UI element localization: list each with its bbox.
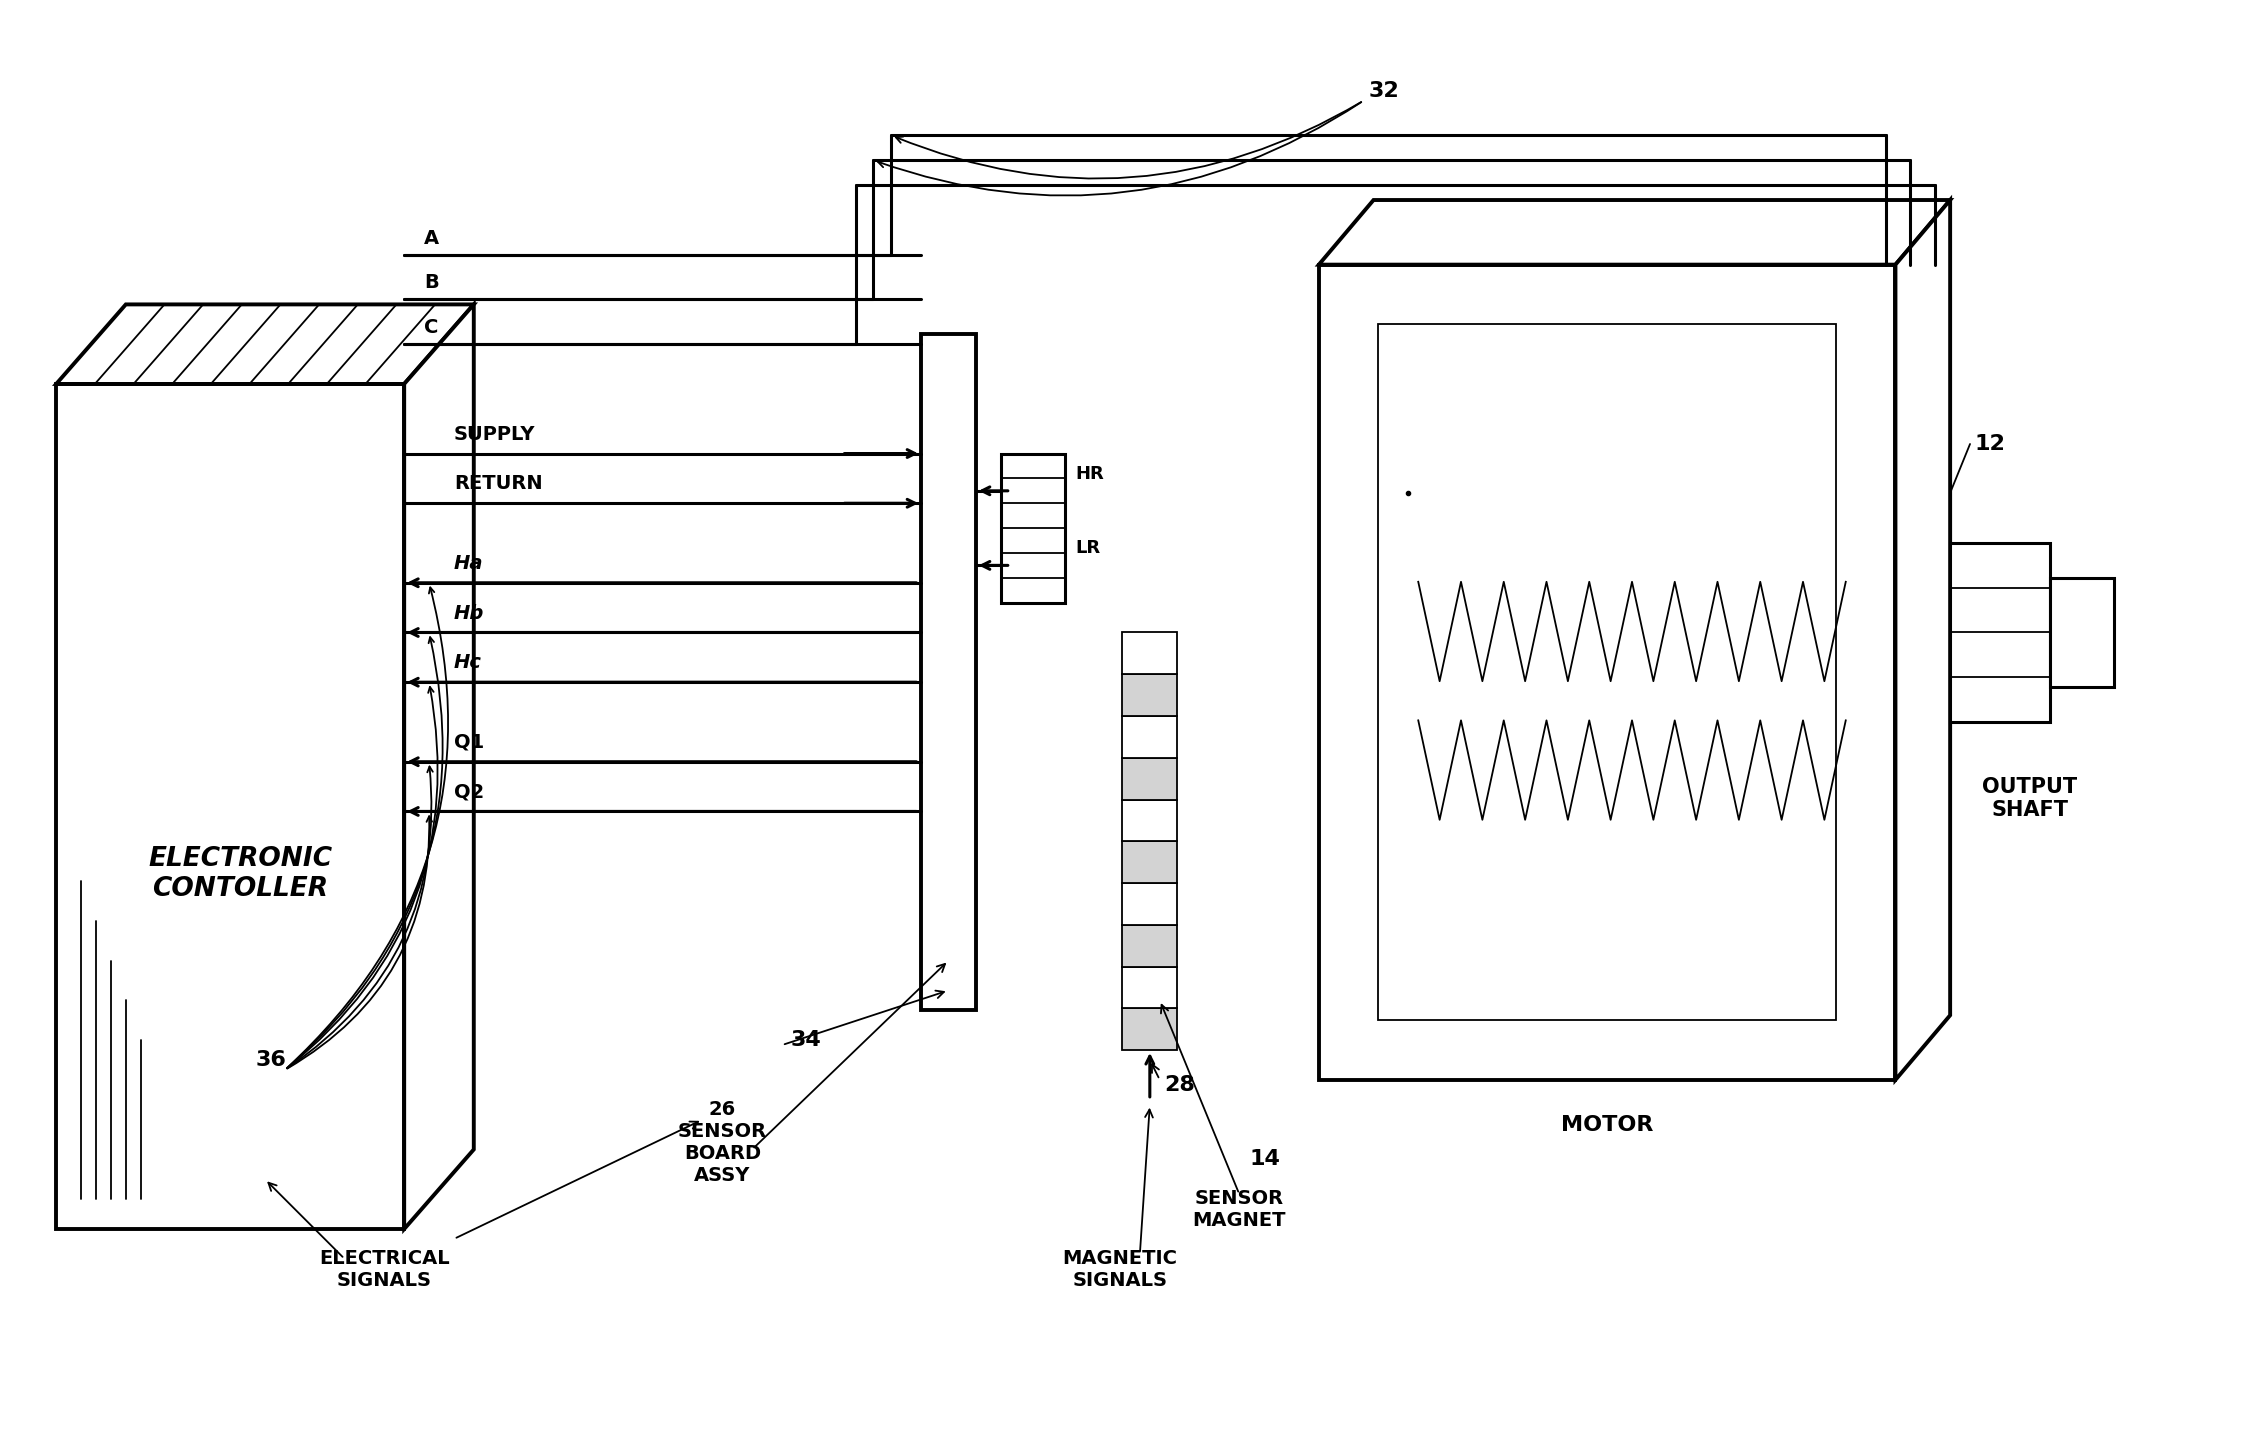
Text: 12: 12 [1974,434,2006,454]
Polygon shape [1320,200,1950,265]
Text: C: C [424,318,439,337]
Bar [1123,674,1177,716]
Text: 28: 28 [1165,1075,1197,1095]
Text: HR: HR [1076,465,1105,483]
Bar [56,384,403,1229]
Text: A: A [424,229,439,248]
Text: LR: LR [1076,540,1100,557]
Bar [2051,577,2113,687]
Bar [1123,716,1177,758]
Bar [1123,758,1177,799]
Text: Ha: Ha [455,554,484,573]
FancyArrowPatch shape [287,766,433,1068]
Bar [921,334,975,1011]
Bar [1320,265,1896,1080]
Text: B: B [424,274,439,292]
FancyArrowPatch shape [287,687,437,1068]
Text: Q2: Q2 [455,782,484,802]
Text: OUTPUT
SHAFT: OUTPUT SHAFT [1981,776,2077,821]
Text: SUPPLY: SUPPLY [455,425,536,444]
Polygon shape [1896,200,1950,1080]
Text: Q1: Q1 [455,733,484,752]
FancyArrowPatch shape [896,102,1360,179]
Polygon shape [403,305,473,1229]
Bar [1123,884,1177,925]
Bar [1123,633,1177,674]
Bar [1123,799,1177,841]
Text: ELECTRICAL
SIGNALS: ELECTRICAL SIGNALS [318,1249,450,1290]
Bar [1123,841,1177,884]
Text: Hb: Hb [455,603,484,623]
Text: 34: 34 [791,1030,822,1050]
Bar [1123,1008,1177,1050]
Bar [1123,967,1177,1008]
Text: 14: 14 [1248,1150,1280,1170]
Bar [1123,925,1177,967]
Bar [1950,543,2051,722]
Text: ELECTRONIC
CONTOLLER: ELECTRONIC CONTOLLER [148,846,332,902]
Bar [1002,454,1064,603]
Text: 26
SENSOR
BOARD
ASSY: 26 SENSOR BOARD ASSY [677,1100,766,1184]
Bar [1378,324,1835,1020]
FancyArrowPatch shape [287,816,433,1068]
Text: 36: 36 [255,1050,287,1070]
Polygon shape [56,305,473,384]
Text: MOTOR: MOTOR [1562,1114,1654,1134]
Text: SENSOR
MAGNET: SENSOR MAGNET [1192,1189,1286,1230]
FancyArrowPatch shape [287,587,448,1068]
FancyArrowPatch shape [287,637,444,1068]
Text: RETURN: RETURN [455,474,542,493]
Text: 32: 32 [1369,80,1398,100]
Text: MAGNETIC
SIGNALS: MAGNETIC SIGNALS [1062,1249,1177,1290]
FancyArrowPatch shape [878,102,1360,196]
Text: Hc: Hc [455,653,482,672]
